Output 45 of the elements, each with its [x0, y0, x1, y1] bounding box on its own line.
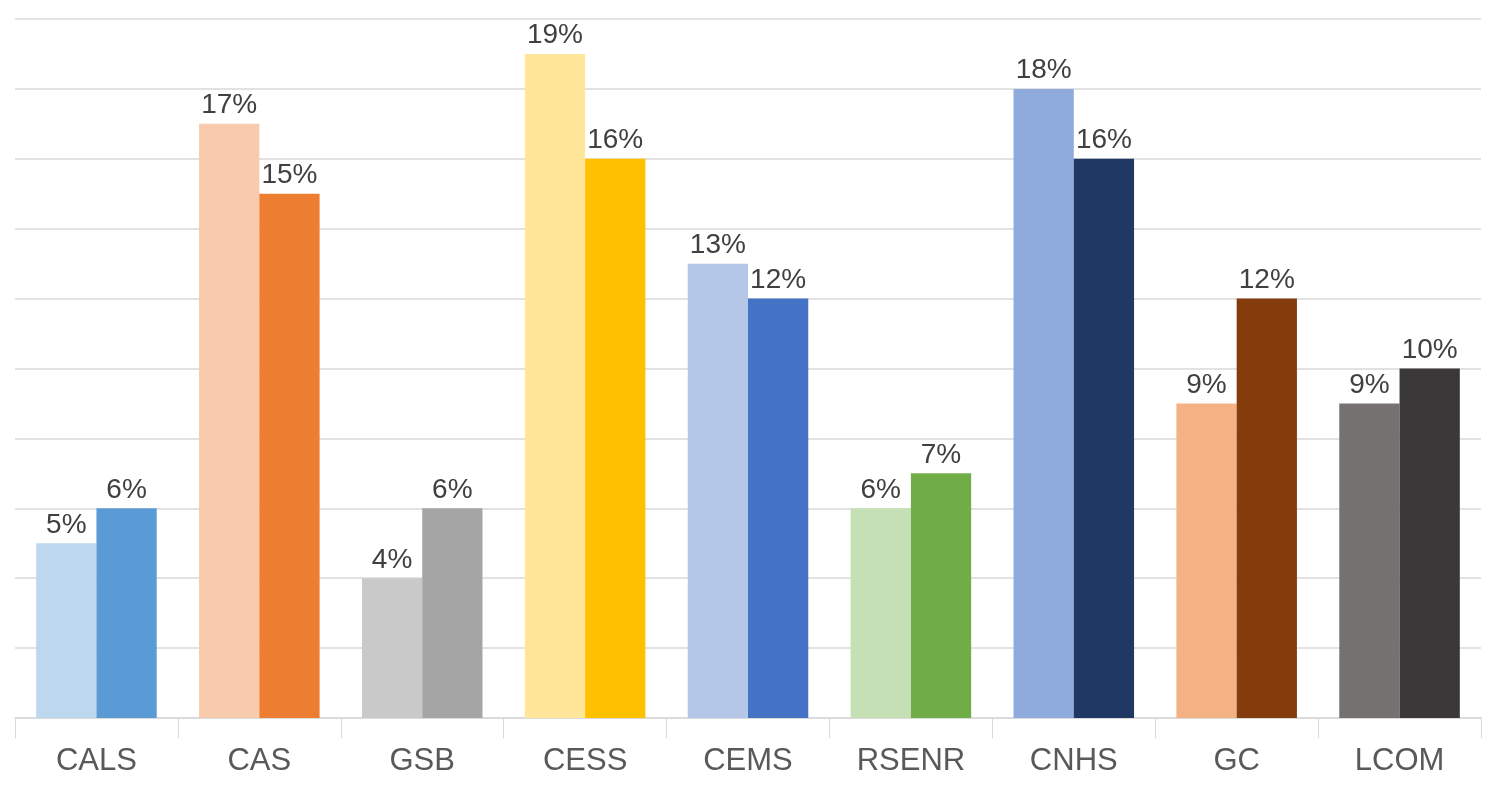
x-tick-label: GC — [1213, 742, 1260, 777]
bar — [1073, 158, 1135, 718]
data-label: 12% — [1238, 263, 1295, 295]
x-tick-label: RSENR — [856, 742, 966, 777]
data-label: 12% — [750, 263, 807, 295]
data-label: 17% — [201, 88, 258, 120]
bar — [1339, 403, 1400, 718]
data-label: 13% — [689, 228, 746, 260]
bar — [1399, 368, 1460, 718]
data-label: 6% — [860, 472, 901, 504]
x-tick-label: CNHS — [1029, 742, 1118, 777]
bar — [1013, 88, 1074, 718]
bar — [1176, 403, 1237, 718]
data-label: 9% — [1349, 367, 1390, 399]
x-tick-label: CEMS — [703, 742, 793, 777]
x-tick-label: CAS — [227, 742, 292, 777]
bar — [910, 473, 972, 718]
bar — [361, 578, 423, 718]
data-label: 5% — [46, 507, 87, 539]
data-label: 15% — [261, 158, 318, 190]
bar — [422, 508, 483, 718]
bar — [585, 158, 646, 718]
data-label: 19% — [526, 18, 583, 50]
data-label: 18% — [1015, 53, 1072, 85]
bar — [259, 193, 320, 718]
bar — [199, 123, 260, 718]
x-tick-label: CALS — [55, 742, 137, 777]
data-label: 6% — [432, 472, 473, 504]
bar — [748, 298, 809, 718]
data-label: 10% — [1401, 333, 1458, 364]
bar — [96, 508, 157, 718]
data-label: 6% — [106, 472, 147, 504]
data-label: 16% — [1075, 123, 1132, 155]
x-tick-label: GSB — [389, 742, 455, 777]
bar — [687, 263, 748, 718]
bar — [524, 53, 586, 718]
bar — [1236, 298, 1297, 718]
bar — [36, 543, 97, 718]
data-label: 16% — [587, 123, 644, 155]
data-label: 7% — [920, 437, 962, 469]
data-label: 4% — [371, 542, 413, 574]
bar — [850, 508, 911, 718]
data-label: 9% — [1186, 367, 1227, 399]
x-tick-label: LCOM — [1354, 742, 1445, 777]
x-tick-label: CESS — [542, 742, 628, 777]
